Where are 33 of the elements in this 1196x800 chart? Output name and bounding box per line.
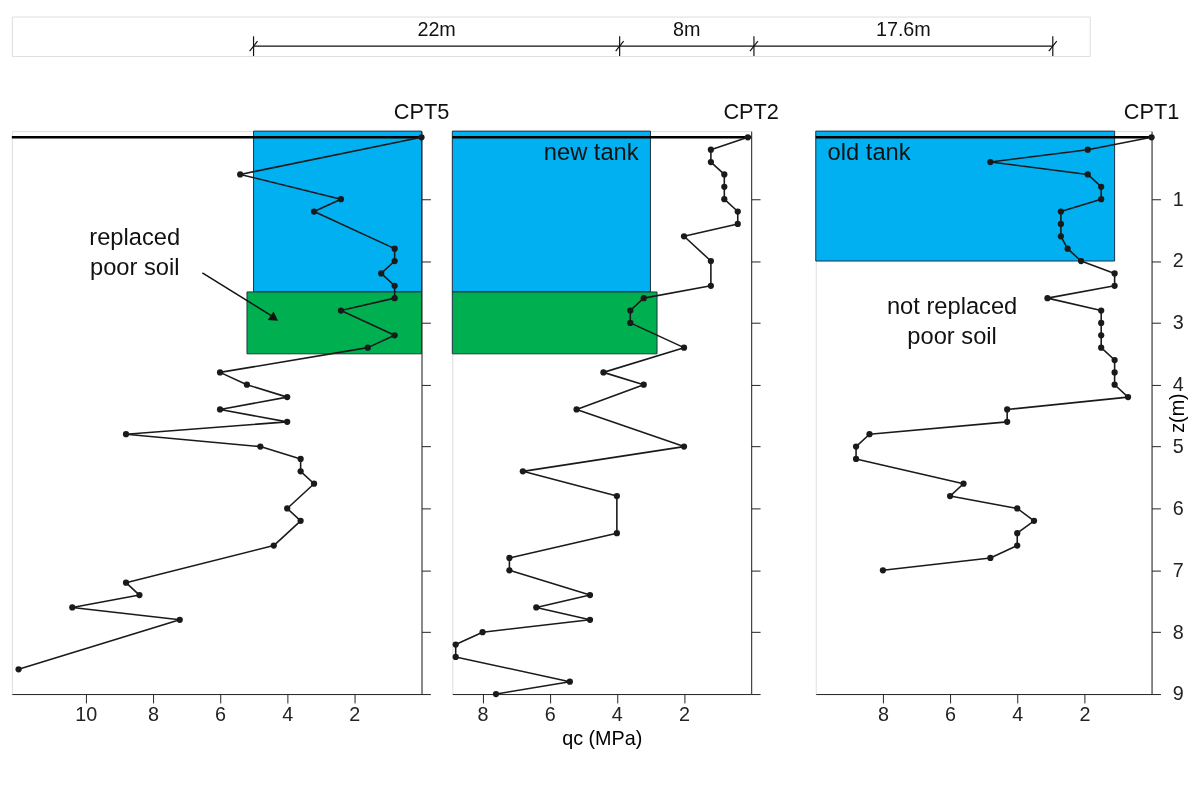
series-label: CPT1	[1123, 98, 1180, 124]
x-tick-label: 6	[215, 703, 227, 726]
x-tick-label: 4	[611, 703, 623, 726]
x-tick-label: 4	[1012, 703, 1024, 726]
text: 8m	[673, 18, 701, 41]
annotation: not replaced poor soil	[886, 293, 1018, 349]
x-tick-label: 6	[544, 703, 556, 726]
text: 22m	[417, 18, 456, 41]
x-axis-title: qc (MPa)	[562, 726, 643, 749]
x-tick-label: 2	[349, 703, 361, 726]
text: 17.6m	[875, 18, 931, 41]
y-axis-title: z(m)	[1165, 393, 1188, 433]
annotation: replaced poor soil	[89, 223, 181, 280]
x-tick-label: 8	[147, 703, 159, 726]
series-label: CPT2	[723, 98, 779, 124]
x-tick-label: 8	[477, 703, 489, 726]
x-tick-label: 10	[75, 703, 98, 726]
x-tick-label: 2	[679, 703, 691, 726]
band-label: old tank	[827, 138, 911, 165]
y-tick-label: 1	[1172, 187, 1184, 210]
y-tick-label: 7	[1172, 558, 1184, 581]
y-tick-label: 5	[1172, 435, 1184, 458]
x-tick-label: 8	[877, 703, 889, 726]
x-tick-label: 4	[282, 703, 294, 726]
y-tick-label: 3	[1172, 311, 1184, 334]
band-label: new tank	[543, 138, 639, 165]
x-tick-label: 2	[1079, 703, 1091, 726]
y-tick-label: 8	[1172, 620, 1184, 643]
y-tick-label: 9	[1172, 682, 1184, 705]
series-label: CPT5	[393, 98, 450, 124]
y-tick-label: 6	[1172, 496, 1184, 519]
x-tick-label: 6	[945, 703, 957, 726]
y-tick-label: 2	[1172, 249, 1184, 272]
